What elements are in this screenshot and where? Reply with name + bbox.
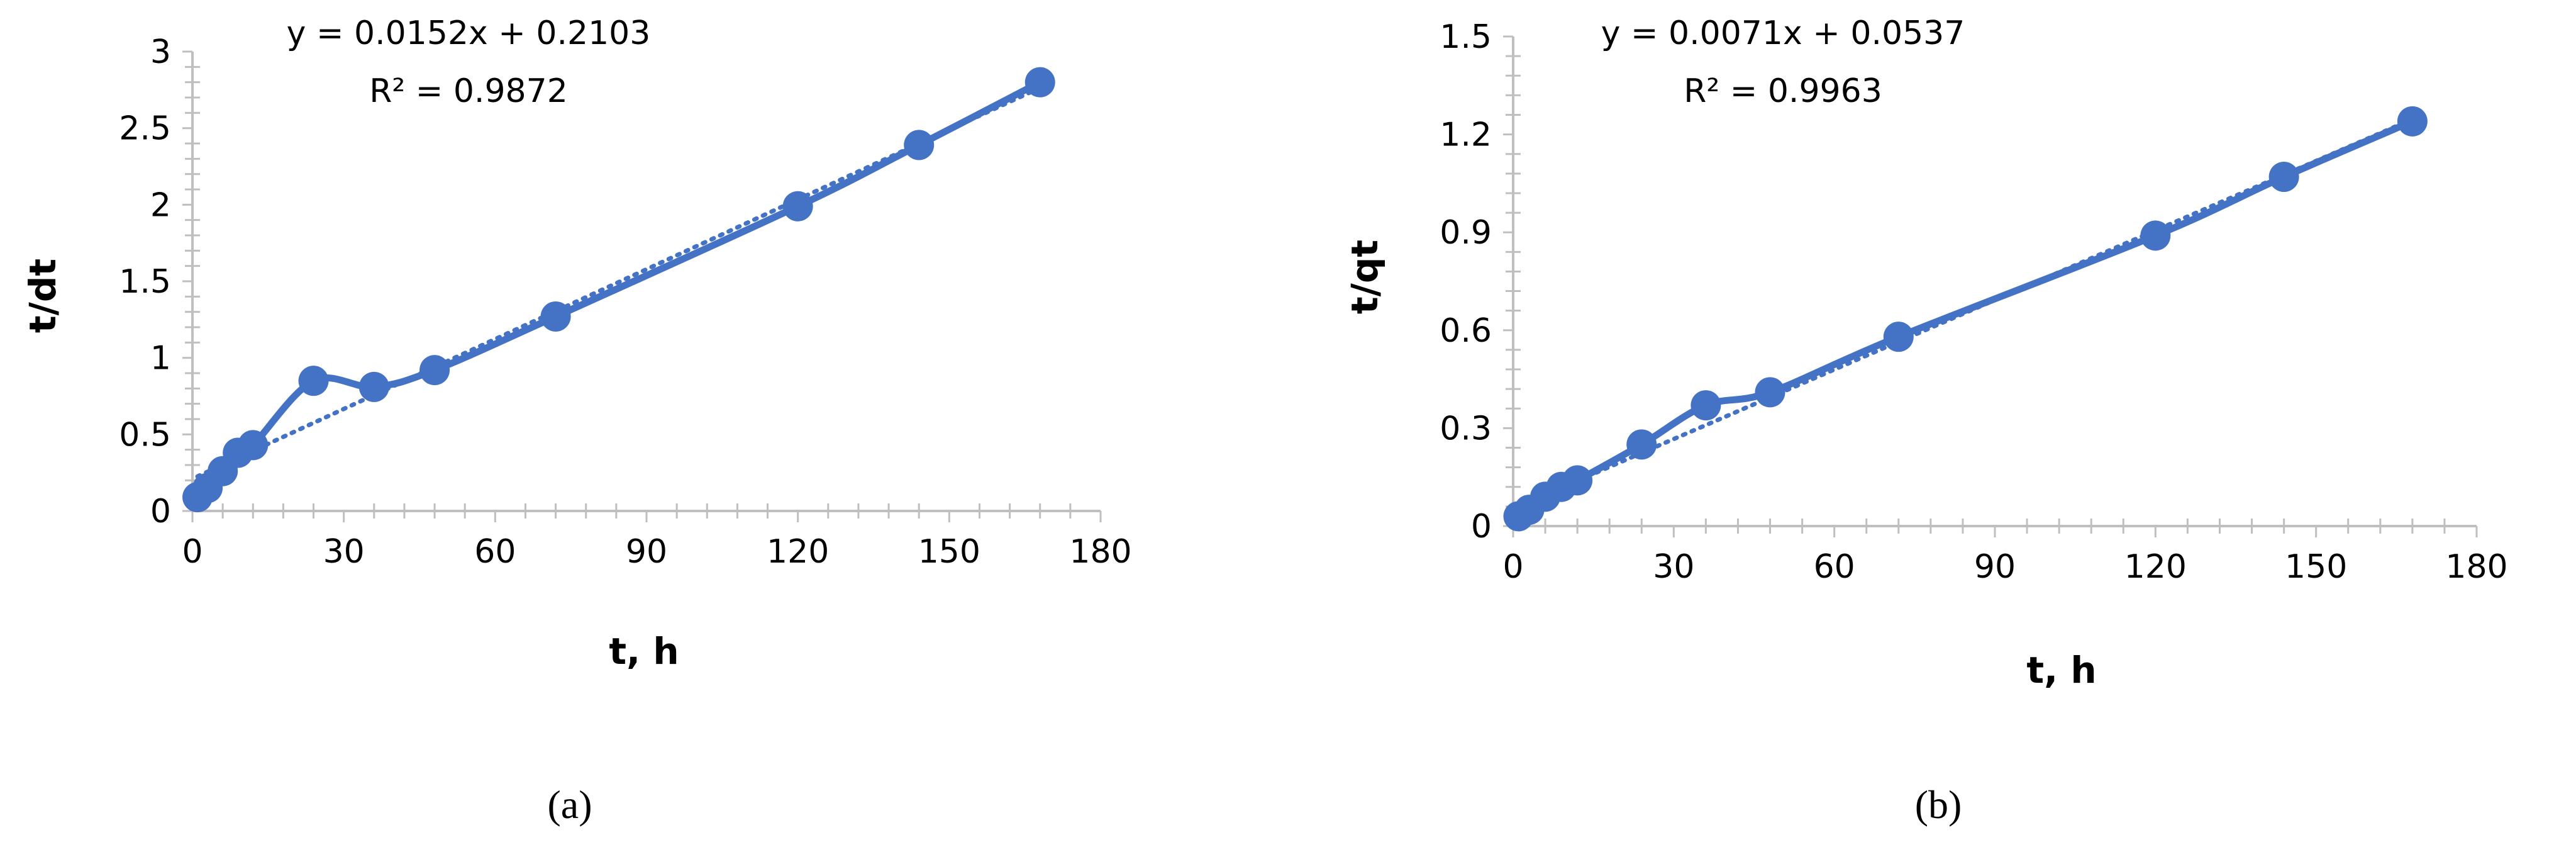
data-point	[2397, 106, 2428, 137]
chart-a: y = 0.0152x + 0.2103 R² = 0.9872 t/dt t,…	[21, 14, 1132, 827]
panel-label-a: (a)	[547, 782, 592, 827]
data-point	[1755, 377, 1785, 408]
data-point	[1626, 429, 1657, 460]
x-tick-label: 120	[767, 533, 829, 571]
x-tick-label: 0	[182, 533, 203, 571]
data-point	[298, 366, 329, 396]
data-point	[2268, 162, 2299, 193]
r-squared-label: R² = 0.9963	[1684, 72, 1882, 110]
y-tick-label: 0.9	[1440, 214, 1492, 252]
x-tick-label: 60	[474, 533, 516, 571]
data-point	[419, 355, 450, 386]
data-point	[782, 191, 813, 222]
trendline-equation: y = 0.0152x + 0.2103	[287, 14, 651, 52]
data-point	[358, 371, 389, 402]
data-point	[2140, 220, 2171, 251]
panel-label-b: (b)	[1915, 782, 1962, 827]
data-point	[238, 430, 269, 461]
chart-b: y = 0.0071x + 0.0537 R² = 0.9963 t/qt t,…	[1343, 14, 2508, 827]
y-tick-label: 0.3	[1440, 410, 1492, 447]
data-point	[1883, 322, 1914, 352]
y-tick-label: 0	[150, 493, 171, 530]
x-axis-title: t, h	[2026, 649, 2096, 692]
y-tick-label: 0	[1471, 508, 1492, 546]
y-tick-label: 0.5	[119, 416, 171, 454]
y-tick-label: 1.5	[1440, 18, 1492, 56]
r-squared-label: R² = 0.9872	[369, 72, 568, 110]
y-tick-label: 3	[150, 33, 171, 71]
x-axis-title: t, h	[609, 630, 679, 673]
y-tick-label: 1.2	[1440, 116, 1492, 154]
data-point	[1024, 67, 1055, 98]
y-axis-title: t/qt	[1343, 240, 1386, 314]
x-tick-label: 30	[323, 533, 365, 571]
trendline-equation: y = 0.0071x + 0.0537	[1601, 14, 1965, 52]
y-tick-label: 2	[150, 186, 171, 224]
x-tick-label: 180	[2445, 548, 2507, 586]
x-tick-label: 90	[626, 533, 667, 571]
y-tick-label: 0.6	[1440, 312, 1492, 350]
y-tick-label: 2.5	[119, 110, 171, 148]
x-tick-label: 90	[1974, 548, 2016, 586]
y-axis-title: t/dt	[21, 259, 64, 333]
data-point	[540, 301, 571, 332]
x-tick-label: 150	[918, 533, 980, 571]
x-tick-label: 150	[2285, 548, 2347, 586]
x-tick-label: 0	[1502, 548, 1523, 586]
x-tick-label: 60	[1814, 548, 1855, 586]
x-tick-label: 30	[1653, 548, 1694, 586]
data-point	[1562, 465, 1593, 496]
data-point	[1690, 390, 1721, 421]
y-tick-label: 1.5	[119, 263, 171, 301]
y-tick-label: 1	[150, 340, 171, 378]
x-tick-label: 120	[2124, 548, 2187, 586]
x-tick-label: 180	[1069, 533, 1131, 571]
data-point	[904, 130, 935, 160]
